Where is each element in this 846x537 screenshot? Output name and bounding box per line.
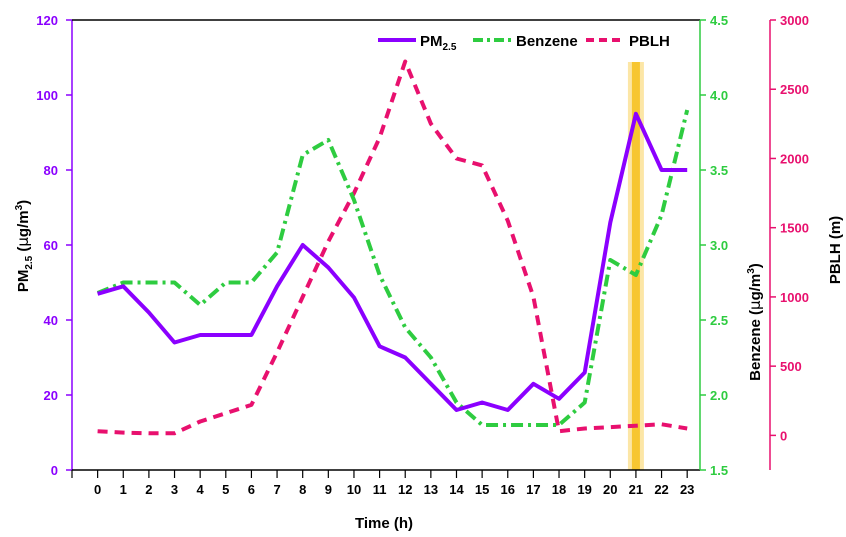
x-tick-label: 21 — [629, 482, 643, 497]
benzene-tick-label: 3.5 — [710, 163, 728, 178]
x-tick-label: 13 — [424, 482, 438, 497]
benzene-tick-label: 4.0 — [710, 88, 728, 103]
left-tick-label: 0 — [51, 463, 58, 478]
pblh-series-line — [97, 59, 688, 436]
x-tick-label: 17 — [526, 482, 540, 497]
pblh-tick-label: 1000 — [780, 290, 809, 305]
benzene-tick-label: 2.0 — [710, 388, 728, 403]
x-tick-label: 23 — [680, 482, 694, 497]
benzene-tick-label: 1.5 — [710, 463, 728, 478]
x-tick-label: 8 — [299, 482, 306, 497]
pblh-tick-label: 2000 — [780, 151, 809, 166]
left-axis-title: PM2.5 (μg/m3) — [14, 200, 35, 292]
x-tick-label: 16 — [501, 482, 515, 497]
x-tick-label: 12 — [398, 482, 412, 497]
left-tick-label: 60 — [44, 238, 58, 253]
benzene-series-line — [96, 109, 690, 427]
left-tick-label: 80 — [44, 163, 58, 178]
series-layer — [96, 59, 690, 436]
benzene-tick-label: 4.5 — [710, 13, 728, 28]
benzene-axis-title: Benzene (μg/m3) — [746, 263, 764, 381]
x-tick-label: 15 — [475, 482, 489, 497]
x-axis-title: Time (h) — [355, 515, 413, 532]
x-tick-label: 1 — [120, 482, 127, 497]
x-tick-label: 5 — [222, 482, 229, 497]
left-tick-label: 100 — [36, 88, 58, 103]
x-tick-label: 7 — [273, 482, 280, 497]
x-tick-label: 22 — [654, 482, 668, 497]
x-tick-label: 6 — [248, 482, 255, 497]
left-tick-label: 40 — [44, 313, 58, 328]
legend-benzene-label: Benzene — [516, 33, 578, 50]
highlight-band — [631, 62, 640, 470]
x-tick-label: 9 — [325, 482, 332, 497]
pblh-tick-label: 1500 — [780, 221, 809, 236]
x-tick-label: 20 — [603, 482, 617, 497]
pblh-tick-label: 3000 — [780, 13, 809, 28]
benzene-tick-label: 3.0 — [710, 238, 728, 253]
x-tick-label: 11 — [373, 482, 387, 497]
pm25-series-line — [97, 111, 688, 412]
pblh-tick-label: 500 — [780, 359, 802, 374]
pblh-tick-label: 2500 — [780, 82, 809, 97]
legend-pm25-label: PM2.5 — [420, 33, 457, 53]
x-tick-label: 0 — [94, 482, 101, 497]
x-tick-label: 14 — [449, 482, 464, 497]
x-tick-label: 10 — [347, 482, 361, 497]
x-tick-label: 3 — [171, 482, 178, 497]
x-tick-label: 19 — [577, 482, 591, 497]
x-tick-label: 18 — [552, 482, 566, 497]
left-tick-label: 20 — [44, 388, 58, 403]
legend-pblh-label: PBLH — [629, 33, 670, 50]
x-tick-label: 2 — [145, 482, 152, 497]
benzene-tick-label: 2.5 — [710, 313, 728, 328]
highlight-layer — [627, 62, 644, 470]
pblh-axis-title: PBLH (m) — [827, 216, 844, 284]
x-tick-label: 4 — [197, 482, 205, 497]
left-tick-label: 120 — [36, 13, 58, 28]
legend: PM2.5 Benzene PBLH — [378, 33, 670, 53]
pblh-tick-label: 0 — [780, 428, 787, 443]
